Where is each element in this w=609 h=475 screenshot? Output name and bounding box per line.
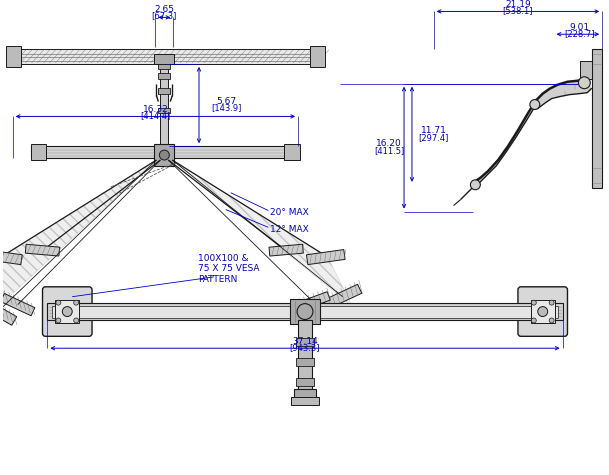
Circle shape bbox=[530, 100, 540, 110]
FancyBboxPatch shape bbox=[6, 46, 21, 67]
Text: [414.4]: [414.4] bbox=[140, 111, 171, 120]
Text: 11.71: 11.71 bbox=[421, 126, 446, 135]
Polygon shape bbox=[474, 101, 536, 187]
FancyBboxPatch shape bbox=[291, 397, 319, 405]
FancyBboxPatch shape bbox=[296, 358, 314, 366]
FancyBboxPatch shape bbox=[30, 144, 46, 160]
Text: [411.5]: [411.5] bbox=[374, 146, 404, 155]
Circle shape bbox=[579, 77, 590, 89]
Text: [943.3]: [943.3] bbox=[290, 343, 320, 352]
Polygon shape bbox=[306, 249, 345, 265]
Polygon shape bbox=[0, 249, 22, 265]
Polygon shape bbox=[0, 160, 157, 316]
FancyBboxPatch shape bbox=[296, 378, 314, 386]
Circle shape bbox=[62, 306, 72, 316]
Text: 9.01: 9.01 bbox=[570, 23, 590, 32]
Circle shape bbox=[470, 180, 481, 190]
Circle shape bbox=[74, 300, 79, 305]
Text: [538.1]: [538.1] bbox=[502, 6, 533, 15]
FancyBboxPatch shape bbox=[284, 144, 300, 160]
Circle shape bbox=[549, 300, 554, 305]
FancyBboxPatch shape bbox=[298, 321, 312, 391]
Polygon shape bbox=[269, 244, 303, 256]
FancyBboxPatch shape bbox=[310, 46, 325, 67]
Circle shape bbox=[531, 318, 537, 323]
FancyBboxPatch shape bbox=[30, 146, 298, 158]
Text: [228.7]: [228.7] bbox=[565, 28, 595, 38]
FancyBboxPatch shape bbox=[158, 63, 171, 69]
FancyBboxPatch shape bbox=[531, 300, 555, 323]
Text: [143.9]: [143.9] bbox=[211, 104, 242, 113]
FancyBboxPatch shape bbox=[592, 49, 602, 188]
FancyBboxPatch shape bbox=[155, 54, 174, 64]
Text: 100X100 &
75 X 75 VESA
PATTERN: 100X100 & 75 X 75 VESA PATTERN bbox=[198, 254, 259, 284]
Text: [297.4]: [297.4] bbox=[418, 133, 449, 142]
Circle shape bbox=[56, 318, 61, 323]
FancyBboxPatch shape bbox=[580, 61, 592, 79]
Polygon shape bbox=[1, 294, 35, 316]
Circle shape bbox=[74, 318, 79, 323]
Circle shape bbox=[549, 318, 554, 323]
FancyBboxPatch shape bbox=[6, 49, 322, 64]
Text: [67.3]: [67.3] bbox=[152, 11, 177, 20]
Polygon shape bbox=[26, 244, 60, 256]
Text: 5.67: 5.67 bbox=[217, 96, 237, 105]
Text: 16.32: 16.32 bbox=[143, 105, 168, 114]
FancyBboxPatch shape bbox=[48, 303, 563, 321]
Circle shape bbox=[538, 306, 547, 316]
Circle shape bbox=[56, 300, 61, 305]
Text: 16.20: 16.20 bbox=[376, 139, 402, 148]
Polygon shape bbox=[295, 292, 330, 312]
Text: 20° MAX: 20° MAX bbox=[270, 208, 309, 217]
FancyBboxPatch shape bbox=[43, 287, 92, 336]
FancyBboxPatch shape bbox=[158, 107, 171, 114]
Circle shape bbox=[531, 300, 537, 305]
Text: 12° MAX: 12° MAX bbox=[270, 225, 309, 234]
FancyBboxPatch shape bbox=[160, 64, 168, 158]
FancyBboxPatch shape bbox=[55, 300, 79, 323]
Text: 37.14: 37.14 bbox=[292, 337, 318, 346]
FancyBboxPatch shape bbox=[518, 287, 568, 336]
FancyBboxPatch shape bbox=[158, 88, 171, 94]
Polygon shape bbox=[0, 298, 16, 325]
FancyBboxPatch shape bbox=[294, 389, 316, 399]
Circle shape bbox=[160, 150, 169, 160]
FancyBboxPatch shape bbox=[155, 144, 174, 166]
FancyBboxPatch shape bbox=[296, 338, 314, 346]
Polygon shape bbox=[323, 284, 362, 309]
FancyBboxPatch shape bbox=[52, 305, 558, 317]
Polygon shape bbox=[536, 74, 591, 108]
Text: 21.19: 21.19 bbox=[505, 0, 531, 9]
FancyBboxPatch shape bbox=[290, 299, 320, 324]
Text: 2.65: 2.65 bbox=[154, 5, 174, 14]
FancyBboxPatch shape bbox=[158, 73, 171, 79]
Circle shape bbox=[297, 304, 313, 320]
Polygon shape bbox=[172, 160, 353, 306]
